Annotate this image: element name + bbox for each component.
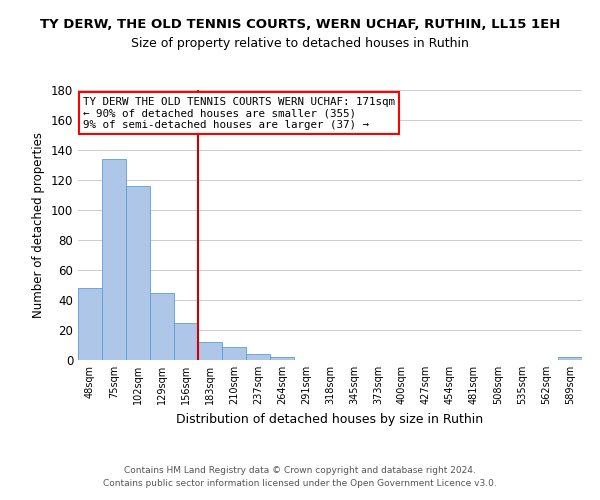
Bar bbox=[150, 292, 174, 360]
Bar bbox=[174, 322, 198, 360]
Bar bbox=[198, 342, 222, 360]
Bar bbox=[270, 357, 294, 360]
Text: Size of property relative to detached houses in Ruthin: Size of property relative to detached ho… bbox=[131, 38, 469, 51]
Text: TY DERW THE OLD TENNIS COURTS WERN UCHAF: 171sqm
← 90% of detached houses are sm: TY DERW THE OLD TENNIS COURTS WERN UCHAF… bbox=[83, 97, 395, 130]
Bar bbox=[78, 288, 102, 360]
Bar bbox=[246, 354, 270, 360]
Bar bbox=[126, 186, 150, 360]
Text: TY DERW, THE OLD TENNIS COURTS, WERN UCHAF, RUTHIN, LL15 1EH: TY DERW, THE OLD TENNIS COURTS, WERN UCH… bbox=[40, 18, 560, 30]
X-axis label: Distribution of detached houses by size in Ruthin: Distribution of detached houses by size … bbox=[176, 412, 484, 426]
Bar bbox=[558, 357, 582, 360]
Text: Contains HM Land Registry data © Crown copyright and database right 2024.
Contai: Contains HM Land Registry data © Crown c… bbox=[103, 466, 497, 487]
Bar bbox=[102, 159, 126, 360]
Bar bbox=[222, 346, 246, 360]
Y-axis label: Number of detached properties: Number of detached properties bbox=[32, 132, 45, 318]
